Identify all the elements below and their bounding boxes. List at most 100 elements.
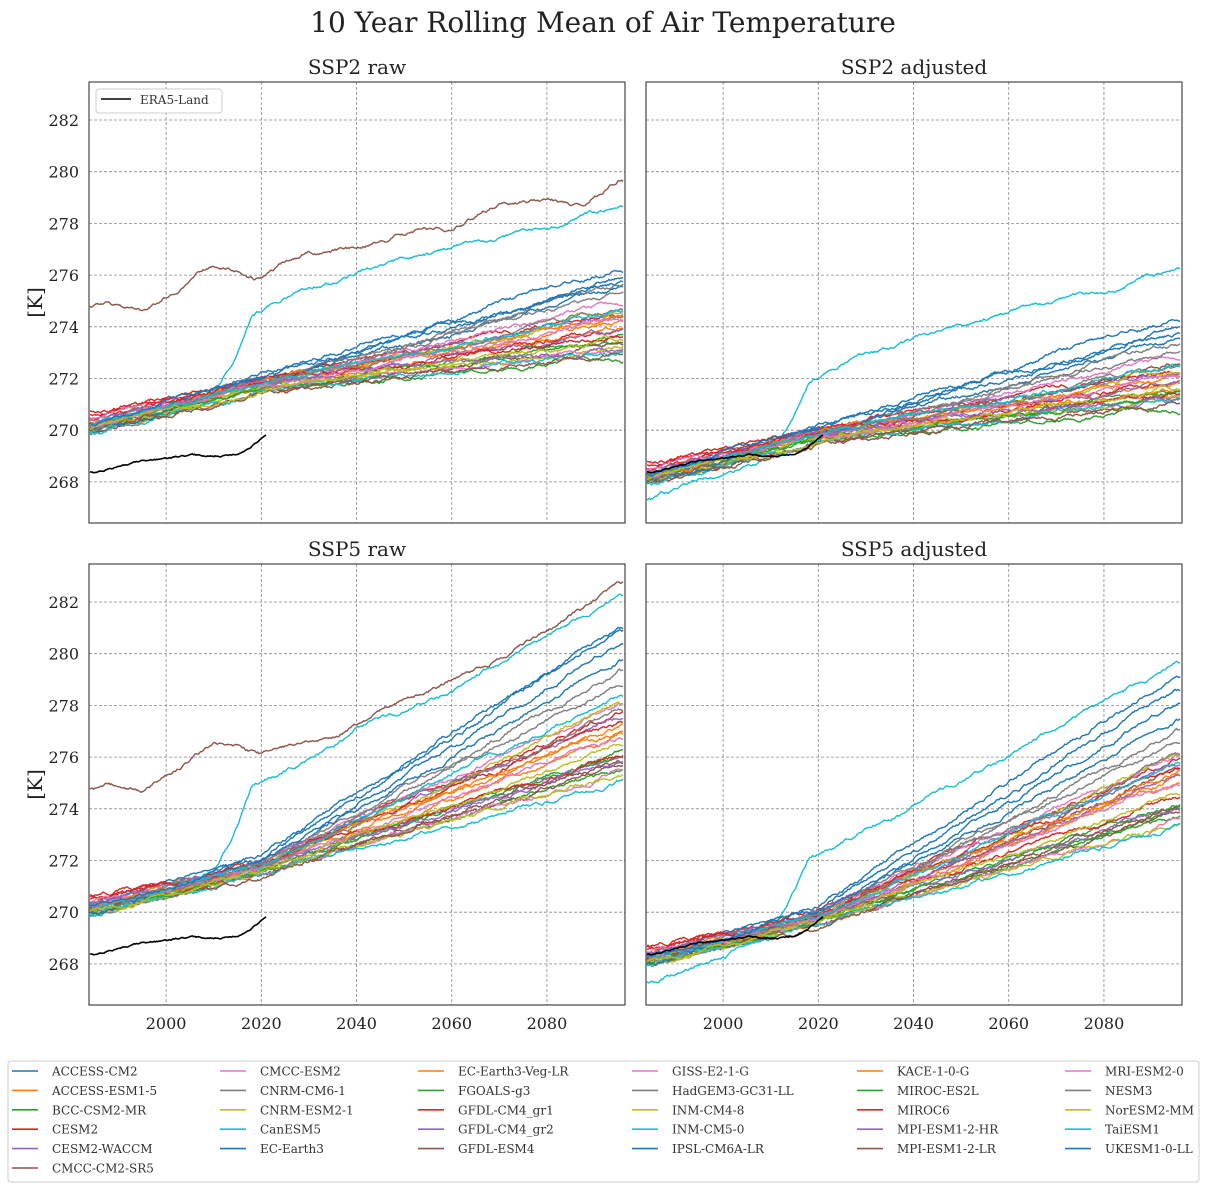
legend-item: NESM3 — [1065, 1084, 1152, 1098]
x-tick-label: 2060 — [431, 1014, 472, 1033]
x-tick-label: 2020 — [798, 1014, 839, 1033]
series-line-cmcc-cm2-sr5 — [89, 179, 624, 312]
legend-item: MIROC6 — [857, 1103, 950, 1117]
legend: ACCESS-CM2 ACCESS-ESM1-5 BCC-CSM2-MR CESM2 C… — [7, 1060, 1200, 1183]
legend-label: MPI-ESM1-2-HR — [897, 1123, 999, 1137]
subplot-ssp2-adj: SSP2 adjusted — [645, 55, 1183, 524]
legend-label: ACCESS-CM2 — [51, 1065, 138, 1079]
series-line-hadgem3-gc31-ll — [646, 741, 1181, 963]
x-tick-label: 2020 — [241, 1014, 282, 1033]
series-line-canesm5 — [646, 660, 1181, 984]
legend-item: CNRM-ESM2-1 — [220, 1103, 354, 1117]
y-tick-label: 272 — [48, 851, 79, 870]
legend-item: KACE-1-0-G — [857, 1065, 969, 1079]
legend-label: INM-CM5-0 — [672, 1123, 744, 1137]
y-axis-label: [K] — [23, 287, 47, 318]
y-tick-label: 278 — [48, 214, 79, 233]
series-line-miroc6 — [646, 796, 1181, 948]
axes-frame — [645, 563, 1183, 1006]
legend-label: CESM2 — [52, 1123, 98, 1137]
x-tick-label: 2040 — [336, 1014, 377, 1033]
legend-item: ACCESS-ESM1-5 — [12, 1084, 157, 1098]
series-line-miroc-es2l — [89, 754, 624, 909]
series-line-mpi-esm1-2-hr — [646, 396, 1181, 476]
x-tick-label: 2000 — [146, 1014, 187, 1033]
y-tick-label: 282 — [48, 111, 79, 130]
axes-frame — [645, 81, 1183, 524]
legend-item: CESM2-WACCM — [12, 1142, 153, 1156]
series-line-taiesm1 — [646, 363, 1181, 477]
series-line-nesm3 — [89, 707, 624, 911]
series-line-cmcc-cm2-sr5 — [89, 581, 624, 793]
series-line-noresm2-mm — [646, 792, 1181, 963]
subplot-ssp5-adj: SSP5 adjusted 2000 2020 2040 2060 2080 — [645, 537, 1183, 1033]
era5-legend: ERA5-Land — [95, 88, 223, 114]
legend-label: CanESM5 — [260, 1123, 321, 1137]
axes-frame — [88, 81, 626, 524]
series-line-miroc-es2l — [646, 804, 1181, 960]
series-line-inm-cm5-0 — [89, 350, 624, 436]
series-line-inm-cm5-0 — [646, 397, 1181, 486]
legend-label: EC-Earth3-Veg-LR — [458, 1065, 569, 1079]
legend-item: ACCESS-CM2 — [12, 1065, 138, 1079]
legend-item: BCC-CSM2-MR — [12, 1103, 147, 1117]
legend-item: MIROC-ES2L — [857, 1084, 979, 1098]
subplot-ssp2-raw: SSP2 raw 268 270 272 274 276 278 280 282 [K] ERA5-… — [23, 55, 626, 524]
series-line-ukesm1-0-ll — [646, 688, 1181, 958]
legend-item: CMCC-CM2-SR5 — [12, 1162, 154, 1176]
legend-label: GISS-E2-1-G — [672, 1065, 749, 1079]
series-line-miroc6 — [89, 335, 624, 414]
y-tick-label: 270 — [48, 903, 79, 922]
subplot-title: SSP5 adjusted — [841, 537, 988, 561]
legend-label: CMCC-ESM2 — [260, 1065, 341, 1079]
legend-label: NESM3 — [1105, 1084, 1152, 1098]
legend-label: MPI-ESM1-2-LR — [897, 1142, 997, 1156]
axes-frame — [88, 563, 626, 1006]
legend-label: MIROC-ES2L — [897, 1084, 979, 1098]
series-line-taiesm1 — [89, 309, 624, 426]
legend-label: ACCESS-ESM1-5 — [51, 1084, 157, 1098]
legend-label: MIROC6 — [897, 1103, 950, 1117]
y-tick-label: 276 — [48, 266, 79, 285]
legend-label: UKESM1-0-LL — [1105, 1142, 1193, 1156]
y-tick-label: 272 — [48, 369, 79, 388]
y-tick-label: 280 — [48, 645, 79, 664]
y-tick-label: 268 — [48, 473, 79, 492]
legend-label: CNRM-ESM2-1 — [260, 1103, 354, 1117]
y-tick-label: 270 — [48, 421, 79, 440]
series-line-ipsl-cm6a-lr — [89, 280, 624, 432]
series-line-noresm2-mm — [89, 334, 624, 431]
series-line-miroc6 — [89, 755, 624, 897]
legend-label: TaiESM1 — [1105, 1123, 1160, 1137]
series-lines — [646, 660, 1181, 984]
legend-item: INM-CM4-8 — [632, 1103, 744, 1117]
x-tick-label: 2000 — [703, 1014, 744, 1033]
x-tick-label: 2080 — [527, 1014, 568, 1033]
series-line-era5-land — [89, 434, 267, 474]
legend-item: EC-Earth3 — [220, 1142, 324, 1156]
legend-label: ERA5-Land — [140, 93, 209, 107]
legend-label: FGOALS-g3 — [458, 1084, 530, 1098]
series-line-mpi-esm1-2-lr — [646, 401, 1181, 481]
series-line-mpi-esm1-2-lr — [89, 352, 624, 431]
y-tick-label: 276 — [48, 748, 79, 767]
legend-item: HadGEM3-GC31-LL — [632, 1084, 794, 1098]
x-tick-label: 2080 — [1084, 1014, 1125, 1033]
legend-label: CMCC-CM2-SR5 — [52, 1162, 154, 1176]
legend-label: GFDL-CM4_gr2 — [458, 1123, 554, 1137]
legend-label: CESM2-WACCM — [52, 1142, 153, 1156]
legend-item: MPI-ESM1-2-HR — [857, 1123, 999, 1137]
chart-title: 10 Year Rolling Mean of Air Temperature — [310, 6, 896, 39]
series-line-mpi-esm1-2-hr — [89, 347, 624, 425]
legend-item: NorESM2-MM — [1065, 1103, 1194, 1117]
series-line-nesm3 — [646, 751, 1181, 961]
series-line-hadgem3-gc31-ll — [89, 685, 624, 912]
legend-item: UKESM1-0-LL — [1065, 1142, 1193, 1156]
legend-item: CanESM5 — [220, 1123, 321, 1137]
era5-legend-box — [95, 88, 223, 114]
legend-label: MRI-ESM2-0 — [1105, 1065, 1184, 1079]
y-tick-label: 282 — [48, 593, 79, 612]
series-lines — [646, 266, 1181, 501]
series-line-cnrm-cm6-1 — [646, 727, 1181, 967]
